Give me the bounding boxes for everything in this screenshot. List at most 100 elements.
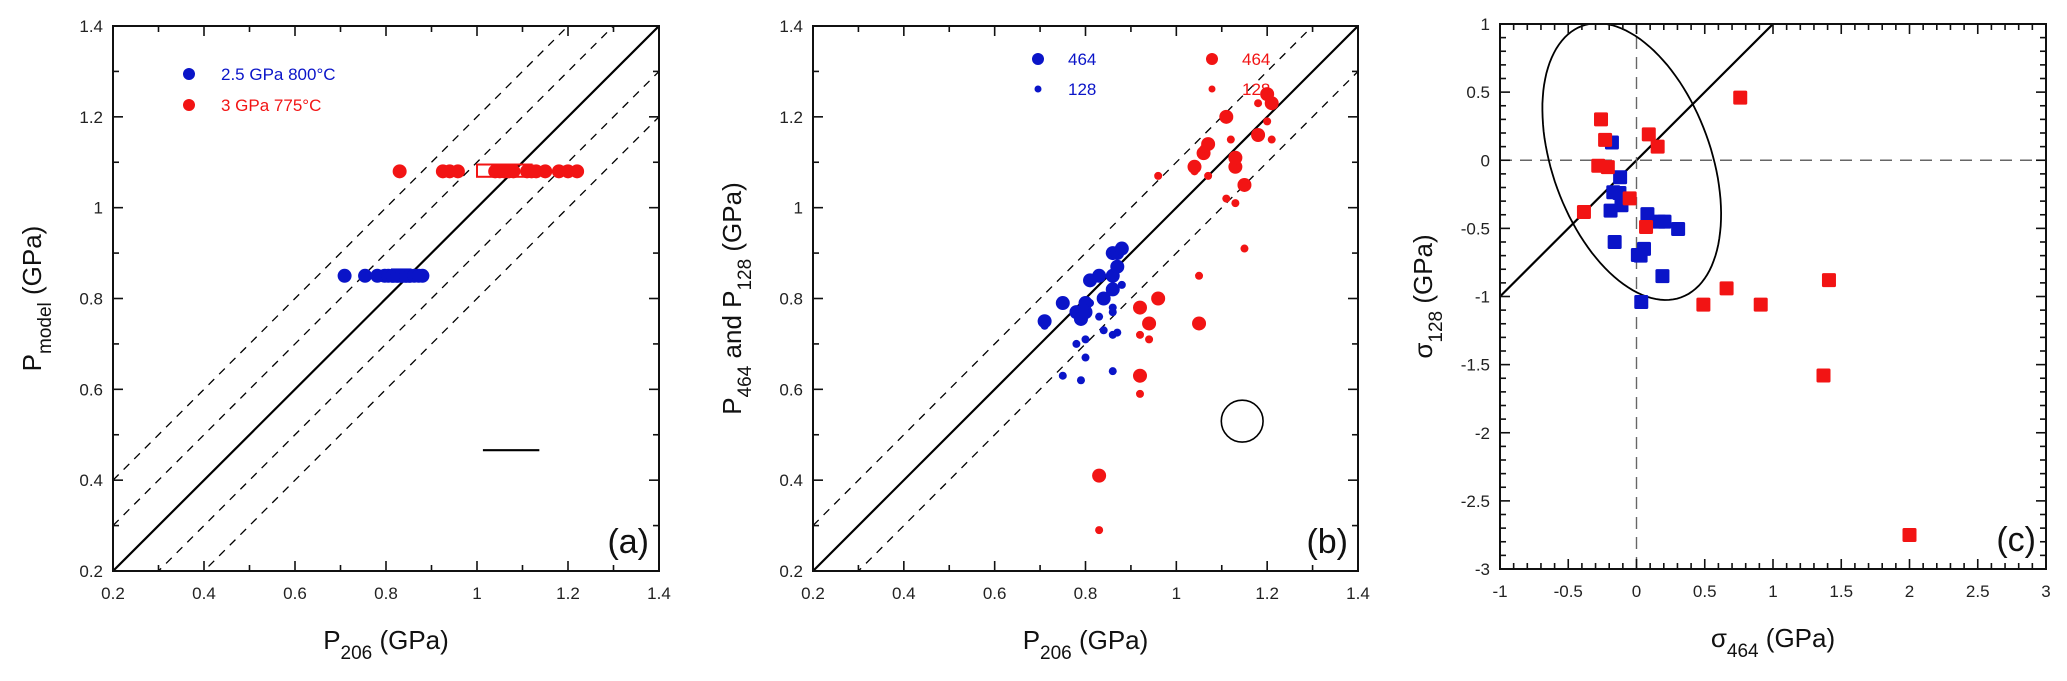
y-axis-title: σ128 (GPa) [1408,234,1447,358]
x-tick-label: 1.4 [1346,584,1370,603]
data-point [1696,297,1711,312]
data-point [1040,321,1049,330]
error-circle [1220,399,1264,443]
data-point [1151,291,1166,306]
data-point [1655,269,1670,284]
data-point [1108,308,1117,317]
y-tick-label: 0.8 [79,290,103,309]
x-axis-title-subscript: 206 [341,643,373,664]
x-tick-label: 1.4 [647,584,671,603]
y-axis-title-main: P [17,354,47,371]
legend: 2.5 GPa 800°C 3 GPa 775°C [183,65,336,115]
y-tick-label: -3 [1475,560,1490,579]
data-point [1136,389,1144,398]
x-axis-title-subscript: 206 [1040,643,1072,664]
offset-line [113,26,615,527]
y-tick-label: 0.4 [779,471,803,490]
data-point [1226,135,1235,144]
y-axis-title-unit: (GPa) [17,226,47,303]
y-axis-title-main: σ [1408,343,1438,359]
data-point [1222,194,1231,203]
x-axis-title-unit: (GPa) [1072,625,1149,655]
y-tick-label: 0 [1481,151,1490,170]
data-point [1237,177,1252,192]
data-point [1576,205,1591,220]
legend-label: 464 [1068,50,1096,69]
y-axis-title-unit: (GPa) [1408,234,1438,311]
data-point [1251,128,1266,142]
x-tick-label: 2.5 [1966,582,1990,601]
data-point [1603,203,1618,218]
y-tick-label: 0.6 [79,380,103,399]
y-tick-label: 1 [794,199,803,218]
x-tick-label: 0.2 [801,584,825,603]
data-point [1086,299,1095,308]
panel-label: (c) [1996,521,2036,559]
x-tick-label: -1 [1492,582,1507,601]
panel-label: (b) [1306,523,1348,561]
plot-area [1500,24,2046,569]
data-point [1902,527,1917,542]
offset-line [113,26,569,481]
data-point [1600,160,1615,175]
legend-marker-blue [183,68,195,80]
offset-line [857,70,1358,571]
series-red-circle-large [1092,87,1279,483]
data-point [1076,376,1085,385]
x-tick-label: 0.8 [374,584,398,603]
legend-marker-red [183,99,195,111]
data-point [1267,135,1276,144]
data-point [1081,335,1090,344]
data-point [1650,139,1665,154]
y-tick-label: 1.2 [79,108,103,127]
x-axis-title: σ464 (GPa) [1711,623,1835,662]
data-point [1598,132,1613,147]
x-tick-label: 1.2 [556,584,580,603]
ticks [812,25,1359,572]
data-point [506,164,521,179]
legend-marker-blue-circle-small [1034,85,1042,93]
data-point [1058,371,1067,380]
y-tick-label: 0.2 [79,562,103,581]
data-point [1199,144,1208,153]
y-axis-title: P464 and P128 (GPa) [717,182,756,415]
y-tick-label: 1.4 [79,17,103,36]
x-tick-label: 0 [1632,582,1641,601]
data-point [1092,268,1107,283]
x-axis-title-main: P [323,625,340,655]
y-tick-label: 1 [1481,15,1490,34]
y-axis-title-middle: and P [717,291,747,366]
data-point [1733,90,1748,105]
data-point [1204,171,1213,180]
x-tick-label: 1 [1172,584,1181,603]
data-point [1081,353,1090,362]
x-tick-label: 2 [1905,582,1914,601]
data-point [1117,280,1126,289]
ticks [1499,23,2047,570]
data-point [1613,170,1628,185]
data-point [1108,285,1117,294]
data-point [1254,99,1263,108]
series-blue-circle-large [1037,241,1129,329]
x-tick-label: 0.2 [101,584,125,603]
offset-line [203,116,659,571]
data-point [1753,297,1768,312]
x-tick-label: 0.6 [283,584,307,603]
data-point [392,164,407,179]
panel-label: (a) [607,523,649,561]
data-point [1641,127,1656,142]
x-tick-label: 0.4 [892,584,916,603]
data-point [1055,296,1070,311]
series-blue-circle-large [337,268,430,283]
y-tick-label: 1.4 [779,17,803,36]
x-tick-label: 0.5 [1693,582,1717,601]
y-tick-label: 1 [94,199,103,218]
data-point [1719,281,1734,296]
x-axis-title-main: σ [1711,623,1727,653]
data-point [1622,191,1637,206]
y-tick-label: -0.5 [1461,219,1490,238]
data-point [1145,335,1154,344]
offset-line [813,26,1314,527]
y-tick-label: 0.5 [1466,83,1490,102]
